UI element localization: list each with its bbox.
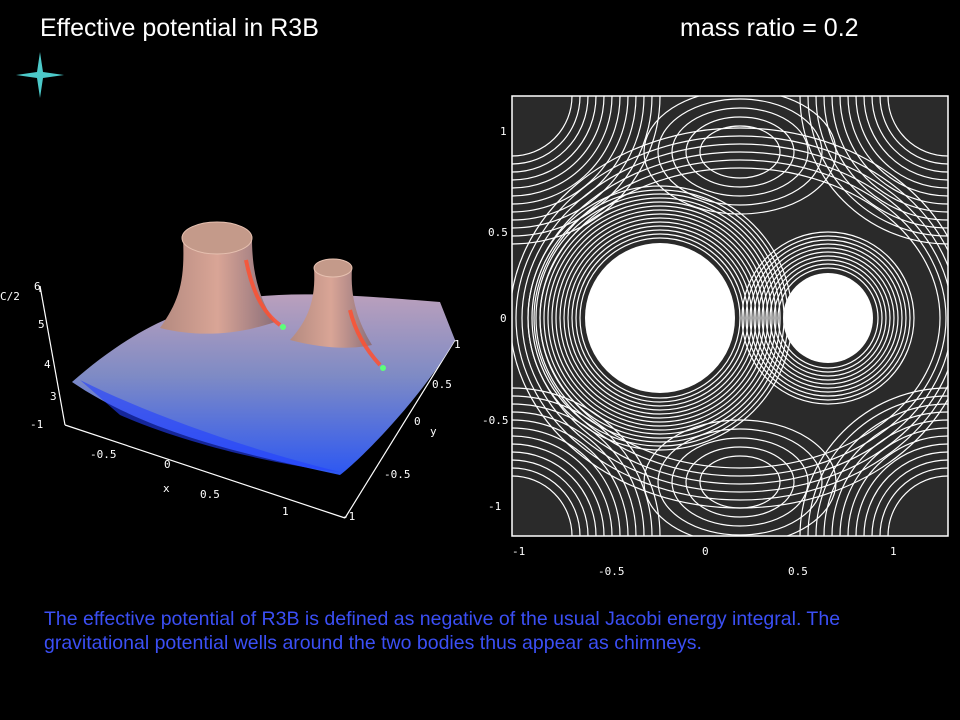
contour-line — [543, 201, 777, 435]
z-tick: 3 — [50, 390, 57, 403]
contour-line — [765, 255, 891, 381]
x-tick: 0.5 — [200, 488, 220, 501]
contour-line — [699, 455, 781, 509]
contour-line — [671, 107, 809, 197]
contour-line — [657, 98, 823, 206]
contour-line — [745, 235, 911, 401]
contour-y-tick: 0.5 — [488, 226, 508, 239]
contour-x-tick: 1 — [890, 545, 897, 558]
contour-y-tick: 1 — [500, 125, 507, 138]
potential-well-large — [585, 243, 735, 393]
contour-line — [521, 143, 948, 493]
contour-x-tick: 0 — [702, 545, 709, 558]
red-ridge-left — [244, 259, 282, 327]
contour-line — [551, 209, 769, 427]
mass-ratio-label: mass ratio = 0.2 — [680, 14, 859, 42]
contour-plot: 1 0.5 0 -0.5 -1 -1 0 1 -0.5 0.5 — [482, 95, 949, 578]
contour-x-tick: -1 — [512, 545, 525, 558]
contour-line — [555, 213, 765, 423]
y-tick: 0.5 — [432, 378, 452, 391]
caption-text: The effective potential of R3B is define… — [44, 608, 841, 654]
contour-line — [757, 247, 899, 389]
contour-line — [699, 125, 781, 179]
potential-well-small — [783, 273, 873, 363]
contour-lines — [512, 96, 948, 536]
contour-line — [773, 263, 883, 373]
slide-title: Effective potential in R3B — [40, 14, 319, 42]
surface-axes — [39, 285, 456, 519]
contour-line — [643, 96, 837, 215]
small-chimney — [290, 268, 372, 348]
x-tick: 0 — [164, 458, 171, 471]
x-tick: -0.5 — [90, 448, 117, 461]
contour-line — [769, 259, 887, 377]
contour-line — [761, 251, 895, 385]
small-chimney-rim — [313, 258, 353, 278]
contour-line — [533, 159, 947, 477]
surface-plot-3d: C/2 6 5 4 3 -1 -0.5 0 0.5 1 x 1 0.5 0 -0… — [0, 221, 461, 523]
contour-line — [657, 428, 823, 536]
red-ridge-right — [348, 309, 382, 367]
x-tick: -1 — [30, 418, 43, 431]
lagrange-point-marker — [280, 324, 286, 330]
contour-line — [685, 446, 795, 518]
contour-line — [671, 437, 809, 527]
contour-line — [539, 167, 941, 469]
contour-line — [567, 225, 753, 411]
contour-line — [515, 135, 948, 501]
z-tick: 6 — [34, 280, 41, 293]
contour-line — [777, 267, 879, 369]
x-tick: 1 — [282, 505, 289, 518]
large-chimney-rim — [181, 221, 253, 255]
z-axis-label: C/2 — [0, 290, 20, 303]
y-tick: -0.5 — [384, 468, 411, 481]
z-tick: 5 — [38, 318, 45, 331]
contour-line — [575, 233, 745, 403]
contour-line — [579, 237, 741, 399]
contour-y-tick: -1 — [488, 500, 501, 513]
lagrange-point-marker — [380, 365, 386, 371]
contour-line — [685, 116, 795, 188]
contour-line — [547, 205, 773, 431]
contour-line — [559, 217, 761, 419]
contour-y-tick: -0.5 — [482, 414, 509, 427]
contour-line — [571, 229, 749, 407]
contour-x-tick: -0.5 — [598, 565, 625, 578]
contour-line — [527, 151, 948, 485]
y-tick: 0 — [414, 415, 421, 428]
z-tick: 4 — [44, 358, 51, 371]
y-axis-label: y — [430, 425, 437, 438]
four-point-star-icon — [16, 52, 64, 98]
contour-line — [563, 221, 757, 415]
contour-x-tick: 0.5 — [788, 565, 808, 578]
contour-y-tick: 0 — [500, 312, 507, 325]
contour-line — [753, 243, 903, 393]
contour-line — [749, 239, 907, 397]
y-tick: 1 — [454, 338, 461, 351]
y-tick: -1 — [342, 510, 355, 523]
contour-line — [741, 231, 915, 405]
x-axis-label: x — [163, 482, 170, 495]
